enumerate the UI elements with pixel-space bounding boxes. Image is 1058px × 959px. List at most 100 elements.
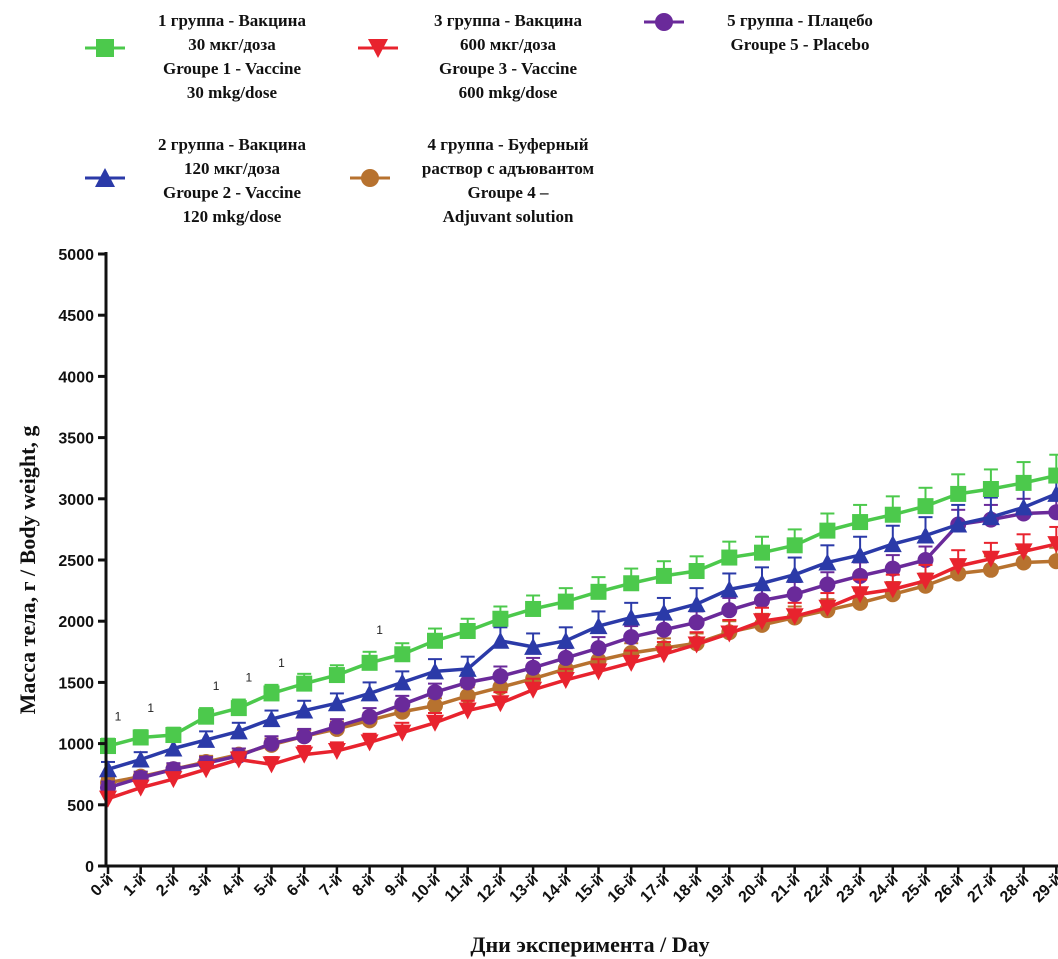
data-point — [1014, 543, 1033, 561]
data-point — [884, 560, 901, 577]
data-point — [753, 613, 771, 631]
data-point — [1047, 536, 1058, 554]
x-tick-label: 22-й — [801, 871, 836, 906]
legend: 1 группа - Вакцина 30 мкг/доза Groupe 1 - … — [85, 11, 873, 226]
data-point — [786, 586, 803, 603]
x-tick-label: 8-й — [349, 871, 378, 900]
data-point — [623, 575, 640, 592]
data-point — [394, 696, 411, 713]
significance-annotation: 1 — [376, 623, 383, 637]
legend-entry-4: 4 группа - Буферный раствор с адъювантом G… — [350, 135, 595, 226]
x-tick-label: 20-й — [735, 871, 770, 906]
data-point — [981, 550, 1000, 568]
y-tick-label: 5000 — [58, 247, 94, 264]
y-tick-label: 0 — [85, 859, 94, 876]
data-point — [785, 608, 804, 626]
y-tick-label: 3000 — [58, 492, 94, 509]
data-point — [917, 498, 934, 515]
x-tick-label: 27-й — [964, 871, 999, 906]
data-point — [426, 714, 444, 732]
data-point — [361, 708, 378, 725]
data-point — [132, 729, 149, 746]
data-point — [295, 701, 314, 719]
x-tick-label: 16-й — [605, 871, 640, 906]
data-point — [982, 481, 999, 498]
y-tick-label: 4500 — [58, 308, 94, 325]
legend-label-line: Groupe 1 - Vaccine — [163, 59, 302, 78]
x-tick-label: 3-й — [186, 871, 215, 900]
legend-label-line: 600 mkg/dose — [459, 83, 558, 102]
data-point — [852, 514, 869, 531]
x-tick-label: 7-й — [317, 871, 346, 900]
data-point — [818, 553, 837, 571]
legend-label-line: 1 группа - Вакцина — [158, 11, 306, 30]
data-point — [459, 674, 476, 691]
data-point — [557, 649, 574, 666]
x-tick-label: 26-й — [932, 871, 967, 906]
data-point — [687, 636, 706, 654]
x-tick-label: 23-й — [834, 871, 869, 906]
data-point — [165, 727, 182, 744]
data-point — [818, 599, 837, 617]
data-point — [131, 750, 150, 768]
data-point — [427, 697, 443, 714]
legend-label-line: 2 группа - Вакцина — [158, 135, 306, 154]
data-point — [623, 629, 640, 646]
legend-label-line: 30 mkg/dose — [187, 83, 278, 102]
data-point — [754, 544, 770, 561]
data-point — [754, 592, 770, 609]
x-tick-label: 17-й — [637, 871, 672, 906]
data-point — [492, 610, 509, 627]
data-point — [525, 600, 542, 617]
legend-entry-5: 5 группа - Плацебо Groupe 5 - Placebo — [644, 11, 873, 54]
x-tick-label: 21-й — [768, 871, 803, 906]
data-point — [328, 718, 345, 735]
data-point — [1048, 553, 1058, 570]
series-1 — [100, 453, 1058, 755]
data-point — [916, 526, 935, 544]
data-point — [1015, 554, 1032, 571]
data-point — [1014, 498, 1033, 516]
significance-annotation: 1 — [115, 710, 122, 724]
x-tick-label: 29-й — [1030, 871, 1058, 906]
legend-label-line: 4 группа - Буферный — [428, 135, 589, 154]
data-point — [393, 673, 412, 691]
x-tick-label: 1-й — [120, 871, 149, 900]
data-point — [883, 535, 902, 553]
data-point — [262, 710, 281, 728]
data-point — [590, 583, 607, 600]
x-tick-label: 12-й — [474, 871, 509, 906]
data-point — [916, 572, 935, 590]
x-tick-label: 2-й — [153, 871, 182, 900]
data-point — [1048, 504, 1058, 521]
data-point — [687, 595, 706, 613]
x-tick-label: 10-й — [408, 871, 443, 906]
legend-entry-2: 2 группа - Вакцина 120 мкг/доза Groupe 2 -… — [85, 135, 306, 226]
series-2 — [99, 472, 1058, 778]
data-point — [197, 761, 216, 779]
axes: 0 500 1000 1500 2000 2500 3000 3500 4000 4500 5000… — [58, 247, 1058, 906]
data-point — [295, 746, 314, 764]
x-tick-label: 9-й — [382, 871, 411, 900]
legend-entry-3: 3 группа - Вакцина 600 мкг/доза Groupe 3 -… — [358, 11, 582, 102]
y-tick-label: 3500 — [58, 431, 94, 448]
y-tick-label: 2500 — [58, 553, 94, 570]
data-point — [393, 724, 412, 742]
data-point — [328, 667, 345, 684]
data-point — [360, 684, 379, 702]
data-point — [524, 681, 543, 699]
significance-annotation: 1 — [278, 656, 285, 670]
legend-label-line: 600 мкг/доза — [460, 35, 556, 54]
data-point — [229, 722, 248, 740]
data-point — [131, 779, 150, 797]
data-point — [164, 739, 183, 757]
data-point — [851, 546, 870, 564]
legend-marker — [368, 39, 388, 58]
data-point — [883, 581, 902, 599]
legend-label-line: Groupe 3 - Vaccine — [439, 59, 578, 78]
data-point — [296, 728, 313, 745]
data-point — [327, 742, 346, 760]
data-point — [819, 522, 836, 539]
data-point — [99, 790, 117, 808]
